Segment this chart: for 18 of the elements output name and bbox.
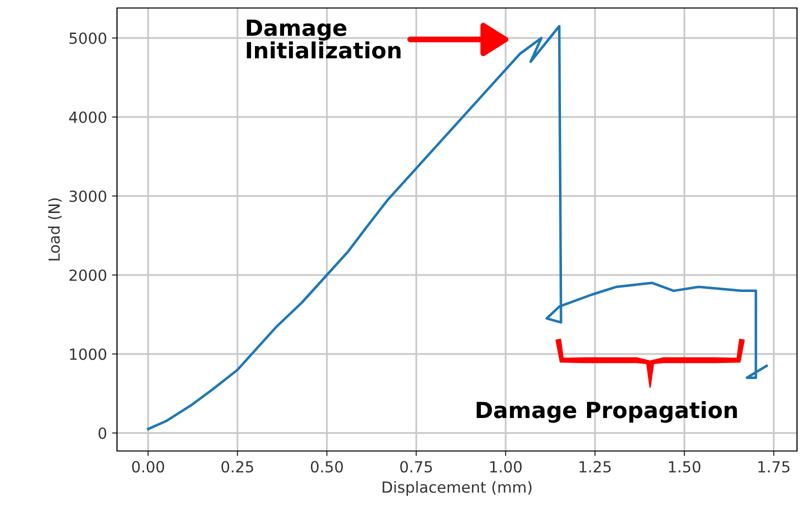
x-axis-title: Displacement (mm) [382, 481, 532, 496]
x-tick-label: 0.25 [221, 460, 254, 473]
annotation: Damage Initialization [246, 20, 401, 59]
x-tick-label: 1.25 [580, 460, 611, 473]
x-tick-label: 1.00 [490, 460, 522, 473]
annotation: Damage Propagation [476, 401, 737, 423]
y-tick-label: 2000 [70, 269, 106, 282]
x-tick-label: 1.50 [669, 460, 700, 473]
y-tick-label: 5000 [70, 32, 106, 44]
y-tick-label: 4000 [69, 111, 106, 124]
y-axis-title: Load (N) [48, 198, 62, 260]
x-tick-label: 1.75 [758, 461, 790, 473]
y-tick-label: 3000 [70, 190, 106, 202]
x-tick-label: 0.00 [132, 460, 164, 473]
y-tick-label: 1000 [70, 348, 106, 360]
y-tick-label: 0 [98, 427, 106, 440]
x-tick-label: 0.75 [400, 460, 432, 473]
x-tick-label: 0.50 [310, 460, 343, 473]
